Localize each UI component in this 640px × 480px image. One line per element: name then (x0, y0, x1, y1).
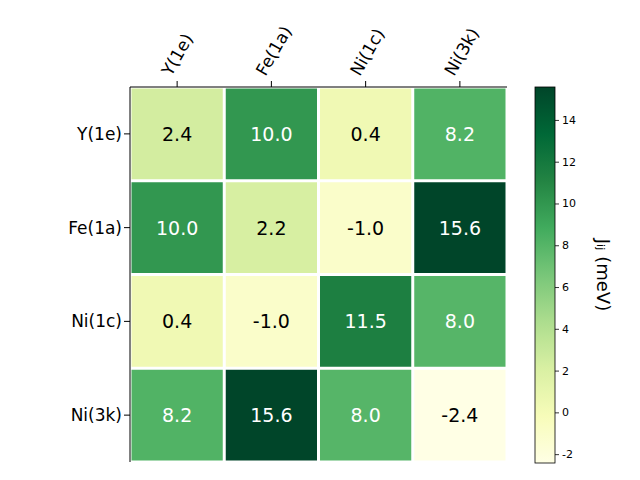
svg-text:8.2: 8.2 (445, 123, 475, 145)
svg-text:8: 8 (562, 239, 569, 252)
svg-text:6: 6 (562, 281, 569, 294)
svg-text:-1.0: -1.0 (253, 310, 290, 332)
svg-text:4: 4 (562, 323, 569, 336)
svg-text:10: 10 (562, 197, 576, 210)
svg-text:Ni(3k): Ni(3k) (440, 25, 483, 79)
svg-text:10.0: 10.0 (156, 217, 198, 239)
svg-text:8.0: 8.0 (445, 310, 475, 332)
svg-text:10.0: 10.0 (250, 123, 292, 145)
svg-text:Fe(1a): Fe(1a) (252, 22, 296, 79)
svg-text:2.4: 2.4 (162, 123, 192, 145)
svg-text:Y(1e): Y(1e) (76, 124, 122, 144)
svg-text:0.4: 0.4 (351, 123, 381, 145)
svg-text:12: 12 (562, 156, 576, 169)
svg-text:Ni(3k): Ni(3k) (71, 405, 122, 425)
svg-text:0: 0 (562, 406, 569, 419)
svg-text:Ni(1c): Ni(1c) (71, 311, 122, 331)
svg-text:-2.4: -2.4 (441, 404, 478, 426)
svg-text:8.0: 8.0 (351, 404, 381, 426)
svg-text:15.6: 15.6 (439, 217, 481, 239)
svg-text:8.2: 8.2 (162, 404, 192, 426)
svg-text:2: 2 (562, 365, 569, 378)
svg-text:14: 14 (562, 114, 576, 127)
svg-text:Fe(1a): Fe(1a) (68, 218, 122, 238)
svg-text:Y(1e): Y(1e) (157, 30, 197, 80)
svg-text:0.4: 0.4 (162, 310, 192, 332)
svg-text:-2: -2 (562, 448, 573, 461)
svg-text:15.6: 15.6 (250, 404, 292, 426)
svg-text:Jᵢⱼ (meV): Jᵢⱼ (meV) (593, 238, 614, 311)
svg-text:Ni(1c): Ni(1c) (346, 25, 389, 79)
svg-text:-1.0: -1.0 (347, 217, 384, 239)
svg-text:11.5: 11.5 (344, 310, 386, 332)
svg-text:2.2: 2.2 (256, 217, 286, 239)
